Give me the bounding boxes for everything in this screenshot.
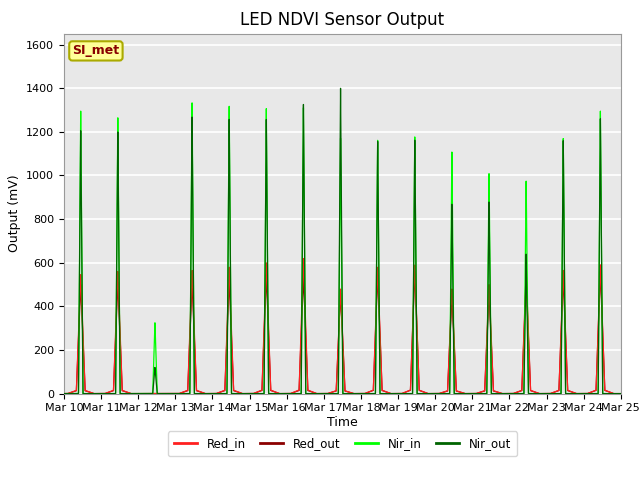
Text: SI_met: SI_met: [72, 44, 120, 58]
Y-axis label: Output (mV): Output (mV): [8, 175, 20, 252]
X-axis label: Time: Time: [327, 416, 358, 429]
Title: LED NDVI Sensor Output: LED NDVI Sensor Output: [241, 11, 444, 29]
Legend: Red_in, Red_out, Nir_in, Nir_out: Red_in, Red_out, Nir_in, Nir_out: [168, 432, 517, 456]
